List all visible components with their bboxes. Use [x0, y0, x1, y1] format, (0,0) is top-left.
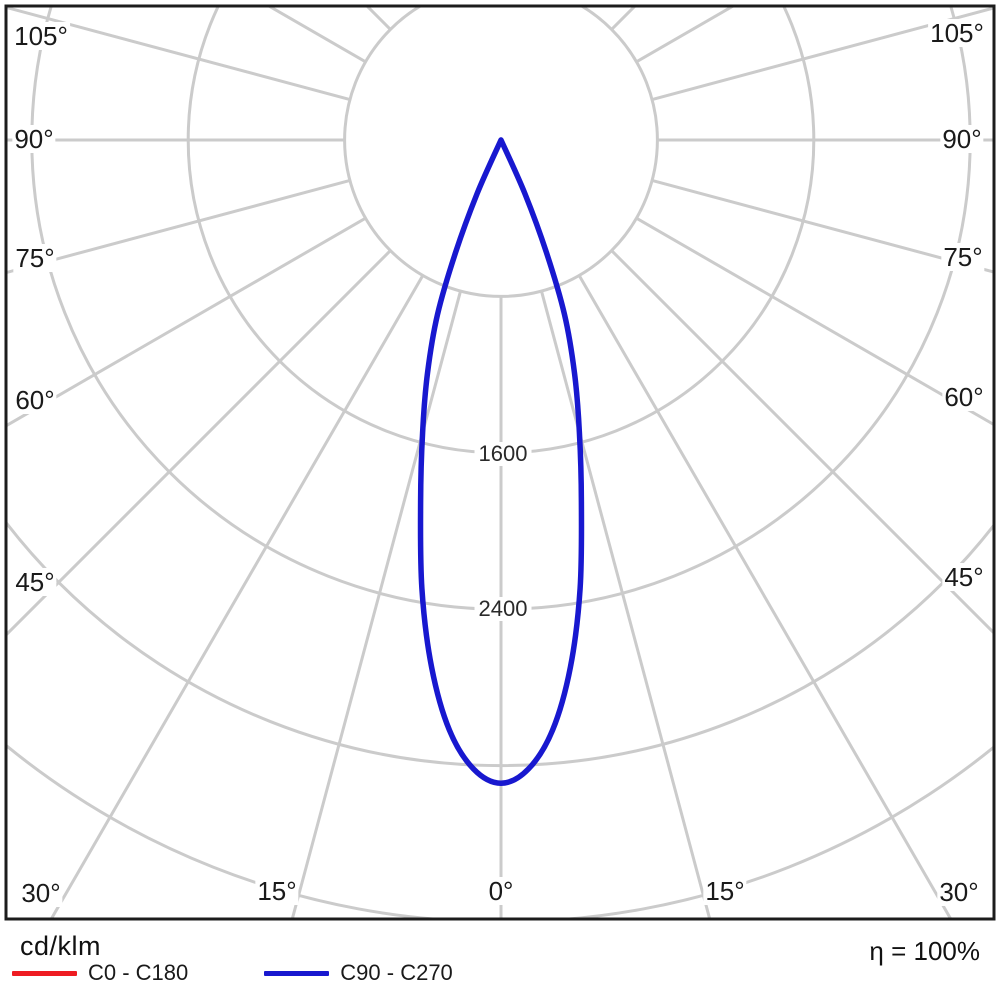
legend-item-c0-c180: C0 - C180	[12, 960, 188, 986]
angle-tick-label: 105°	[928, 18, 986, 48]
angle-tick-label: 15°	[255, 876, 299, 906]
angle-tick-label: 105°	[12, 21, 70, 51]
angle-tick-label: 75°	[941, 242, 985, 272]
angle-tick-label: 90°	[940, 124, 984, 154]
angle-tick-label: 15°	[703, 876, 747, 906]
legend-label-c0-c180: C0 - C180	[88, 960, 189, 985]
angle-tick-label: 45°	[942, 562, 986, 592]
legend: C0 - C180 C90 - C270	[12, 960, 453, 986]
angle-tick-label: 30°	[937, 877, 981, 907]
units-label: cd/klm	[20, 931, 102, 961]
c90-c270-line-swatch	[264, 970, 330, 976]
angle-tick-label: 0°	[486, 876, 516, 906]
legend-label-c90-c270: C90 - C270	[340, 960, 453, 985]
angle-tick-label: 75°	[13, 243, 57, 273]
angle-tick-label: 60°	[13, 385, 57, 415]
angle-tick-label: 90°	[12, 124, 56, 154]
efficiency-label: η = 100%	[869, 936, 980, 966]
angle-tick-label: 45°	[13, 567, 57, 597]
plot-frame	[4, 4, 996, 921]
legend-item-c90-c270: C90 - C270	[264, 960, 453, 986]
ring-value-label: 2400	[474, 597, 532, 621]
angle-tick-label: 30°	[19, 878, 63, 908]
ring-value-label: 1600	[474, 442, 532, 466]
c0-c180-line-swatch	[12, 970, 77, 976]
angle-tick-label: 60°	[942, 382, 986, 412]
c90-c270-curve	[417, 137, 585, 786]
